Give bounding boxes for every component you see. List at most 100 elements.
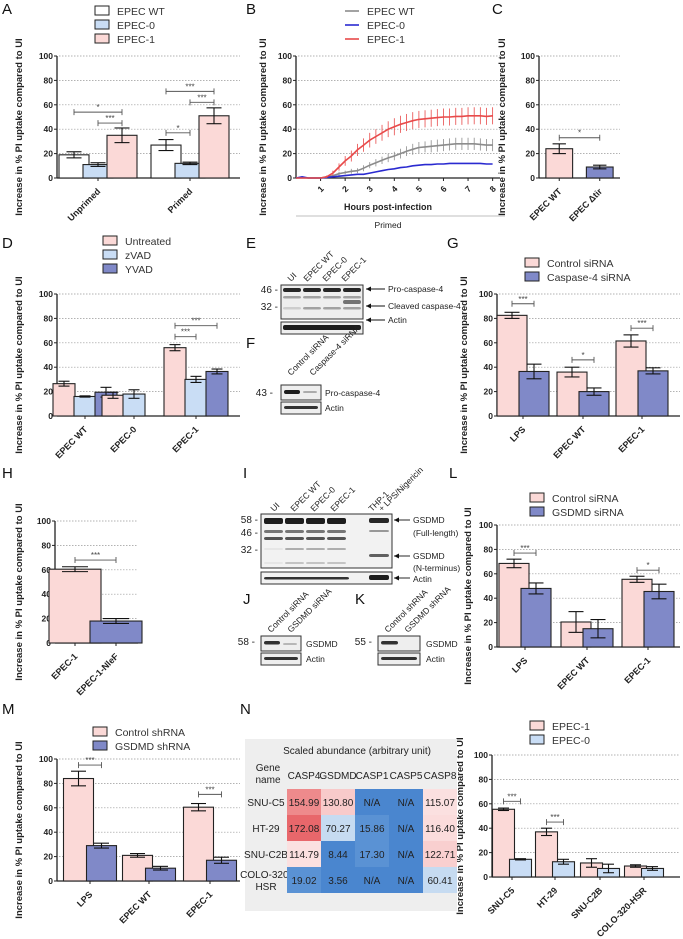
band-label: Actin — [306, 654, 325, 664]
blot-membrane — [260, 513, 393, 569]
y-tick-label: 80 — [44, 313, 54, 323]
heatmap-cell-value: 154.99 — [289, 798, 320, 809]
legend-swatch — [529, 734, 545, 745]
significance-label: *** — [85, 756, 94, 765]
heatmap-title: Scaled abundance (arbitrary unit) — [283, 746, 431, 757]
blot-band — [285, 530, 304, 533]
blot-band — [306, 562, 325, 564]
y-tick-label: 40 — [526, 124, 536, 134]
legend-label: EPEC-1 — [117, 34, 155, 46]
panel-label-l: L — [449, 465, 457, 482]
x-tick-label: 1 — [315, 184, 326, 195]
heatmap-cell — [321, 841, 355, 867]
heatmap-cell — [423, 815, 457, 841]
panel-label-n: N — [240, 701, 251, 718]
significance-label: * — [578, 129, 581, 138]
legend-label: EPEC-0 — [552, 735, 590, 747]
y-axis-label: Increase in % PI uptake compared to UI — [459, 276, 470, 453]
arrow-head — [394, 553, 399, 559]
heatmap-cell-value: N/A — [398, 824, 415, 835]
chart-m: 0 20 40 60 80 100 Increase in % PI uptake comp… — [14, 726, 240, 925]
blot-band — [327, 530, 346, 533]
y-tick-label: 40 — [283, 124, 293, 134]
legend-label: Control siRNA — [552, 493, 619, 505]
heatmap-cell-value: 15.86 — [359, 824, 384, 835]
column-header: GSDMD — [319, 771, 356, 782]
blot-band — [369, 575, 389, 580]
y-axis-label: Increase in % PI uptake compared to UI — [497, 38, 508, 215]
arrow-head — [394, 517, 399, 523]
band-label: GSDMD — [306, 639, 338, 649]
blot-band — [283, 288, 301, 292]
blot-band — [264, 518, 283, 524]
bar — [205, 370, 229, 417]
band-label: GSDMD — [413, 515, 445, 525]
heatmap-cell-value: 60.41 — [427, 876, 452, 887]
heatmap-cell — [423, 867, 457, 893]
mw-marker: 46 - — [261, 285, 278, 296]
bar — [85, 845, 118, 882]
heatmap-cell-value: 122.71 — [425, 850, 456, 861]
y-tick-label: 0 — [48, 876, 53, 886]
x-tick-label: 3 — [365, 184, 376, 195]
x-category-label: EPEC Δtir — [567, 186, 604, 223]
panel-label-g: G — [447, 235, 459, 252]
chart-g: 0 20 40 60 80 100 Increase in % PI uptake comp… — [459, 257, 680, 460]
band-label: Actin — [426, 654, 445, 664]
legend-label: Control siRNA — [547, 258, 614, 270]
x-category-label: EPEC-1 — [616, 424, 646, 454]
y-axis-label: Increase in % PI uptake compared to UI — [463, 507, 474, 684]
y-tick-label: 60 — [44, 338, 54, 348]
panel-label-e: E — [246, 235, 256, 252]
legend-swatch — [92, 740, 108, 751]
y-tick-label: 100 — [479, 520, 493, 530]
y-axis-label: Increase in % PI uptake compared to UI — [14, 38, 25, 215]
bar — [184, 378, 208, 417]
mw-marker: 58 - — [241, 515, 258, 526]
blot-band — [303, 391, 317, 393]
significance-label: *** — [637, 319, 646, 328]
row-label: HT-29 — [252, 824, 280, 835]
arrow-head — [366, 286, 371, 292]
legend-label: EPEC-1 — [552, 721, 590, 733]
significance-label: *** — [550, 813, 559, 822]
heatmap-cell — [321, 867, 355, 893]
y-tick-label: 60 — [44, 100, 54, 110]
heatmap-cell — [389, 841, 423, 867]
x-category-label: EPEC-1-NleF — [74, 651, 120, 697]
heatmap-cell — [355, 815, 389, 841]
y-tick-label: 0 — [530, 173, 535, 183]
y-tick-label: 80 — [484, 313, 494, 323]
column-header: CASP1 — [356, 771, 389, 782]
significance-label: *** — [105, 114, 114, 123]
legend-swatch — [529, 492, 545, 503]
y-axis-label: Increase in % PI uptake compared to UI — [14, 276, 25, 453]
mw-marker: 55 - — [355, 637, 372, 648]
y-axis-label: Increase in % PI uptake compared to UI — [14, 741, 25, 918]
blot-band — [303, 288, 321, 292]
y-axis-label: Increase in % PI uptake compared to UI — [14, 503, 25, 680]
blot-band — [264, 537, 283, 540]
legend-label: EPEC WT — [367, 6, 415, 18]
y-axis-label: Increase in % PI uptake compared to UI — [455, 737, 466, 914]
y-axis-label: Increase in % PI uptake compared to UI — [258, 38, 269, 215]
y-tick-label: 100 — [37, 516, 51, 526]
y-tick-label: 0 — [488, 642, 493, 652]
y-tick-label: 20 — [42, 614, 52, 624]
y-tick-label: 80 — [44, 75, 54, 85]
chart-n-bar: 0 20 40 60 80 100 Increase in % PI uptake comp… — [455, 720, 680, 939]
significance-label: * — [581, 351, 584, 360]
y-tick-label: 0 — [48, 411, 53, 421]
heatmap-layer: Scaled abundance (arbitrary unit)Genenam… — [240, 739, 457, 911]
series-line — [296, 115, 493, 179]
blot-band — [283, 307, 301, 310]
x-category-label: EPEC-0 — [108, 424, 138, 454]
row-header: Gene — [256, 763, 281, 774]
y-tick-label: 80 — [42, 540, 52, 550]
significance-label: *** — [205, 785, 214, 794]
mw-marker: 32 - — [261, 302, 278, 313]
blot-band — [283, 325, 361, 330]
